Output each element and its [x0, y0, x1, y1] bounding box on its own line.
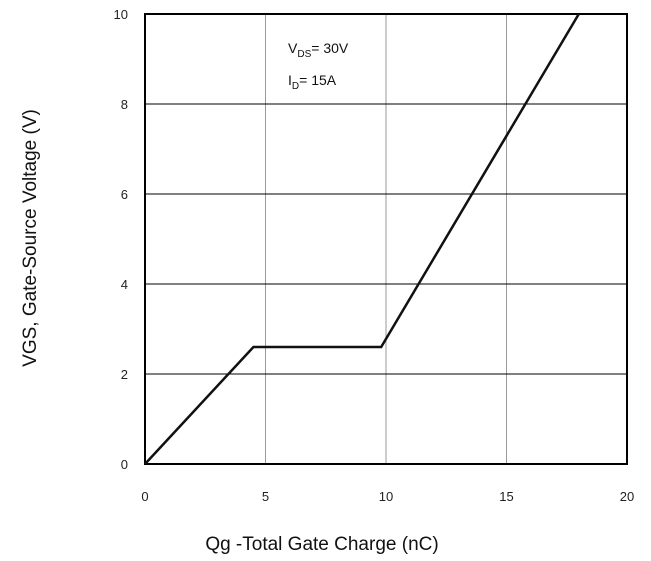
- x-tick-labels: 0 5 10 15 20: [141, 489, 634, 504]
- x-axis-label: Qg -Total Gate Charge (nC): [205, 534, 438, 555]
- y-tick-label: 0: [121, 457, 128, 472]
- y-tick-label: 2: [121, 367, 128, 382]
- y-tick-label: 4: [121, 277, 128, 292]
- x-tick-label: 5: [262, 489, 269, 504]
- y-tick-labels: 0 2 4 6 8 10: [114, 7, 128, 472]
- series-line-0: [144, 13, 580, 465]
- y-tick-label: 6: [121, 187, 128, 202]
- x-tick-label: 10: [379, 489, 393, 504]
- y-axis-label: VGS, Gate-Source Voltage (V): [20, 109, 41, 367]
- grid-lines: [145, 14, 627, 464]
- y-tick-label: 8: [121, 97, 128, 112]
- annotation-vds-rest: = 30V: [311, 40, 349, 56]
- x-tick-label: 20: [620, 489, 634, 504]
- annotation-vds: VDS= 30V: [288, 40, 349, 60]
- annotation-vds-sub: DS: [297, 49, 311, 60]
- x-tick-label: 15: [499, 489, 513, 504]
- annotation-id-rest: = 15A: [299, 72, 337, 88]
- annotation-vds-main: V: [288, 40, 298, 56]
- x-tick-label: 0: [141, 489, 148, 504]
- y-tick-label: 10: [114, 7, 128, 22]
- annotation-id-sub: D: [292, 81, 299, 92]
- data-series: [144, 13, 580, 465]
- plot-frame: [144, 13, 628, 465]
- annotation-id-main: I: [288, 72, 292, 88]
- annotation-id: ID= 15A: [288, 72, 337, 92]
